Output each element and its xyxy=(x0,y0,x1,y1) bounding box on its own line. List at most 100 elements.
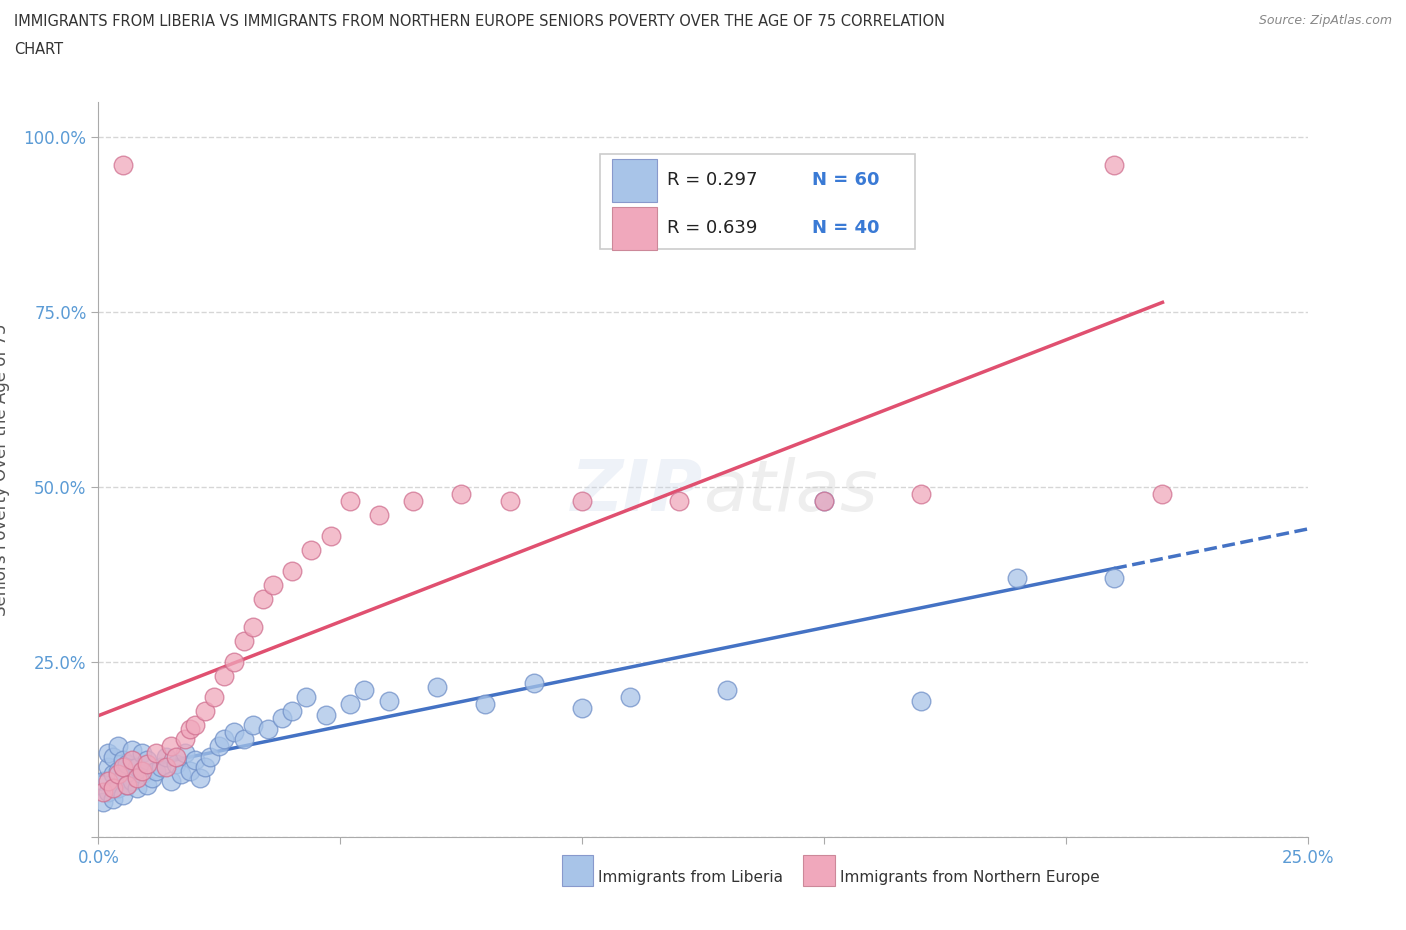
Point xyxy=(184,718,207,733)
Point xyxy=(222,724,245,739)
Point xyxy=(97,784,120,799)
Point xyxy=(910,486,932,501)
Point xyxy=(91,784,114,799)
Point xyxy=(1102,571,1125,586)
Point xyxy=(121,774,143,789)
Point xyxy=(145,746,167,761)
Text: R = 0.297: R = 0.297 xyxy=(666,171,758,190)
Point xyxy=(97,760,120,775)
Point xyxy=(127,770,149,785)
Point xyxy=(169,766,191,781)
Point xyxy=(619,690,641,705)
Point xyxy=(107,738,129,753)
Point xyxy=(232,633,254,648)
Point xyxy=(91,794,114,809)
Point xyxy=(256,721,278,736)
Point xyxy=(107,766,129,781)
Point xyxy=(198,749,221,764)
Point xyxy=(97,746,120,761)
Point xyxy=(121,742,143,757)
Point xyxy=(111,158,134,173)
Point xyxy=(111,752,134,767)
Point xyxy=(232,732,254,747)
Point xyxy=(813,494,835,509)
Text: Immigrants from Northern Europe: Immigrants from Northern Europe xyxy=(839,870,1099,885)
Point xyxy=(194,704,217,719)
Point xyxy=(184,752,207,767)
Point xyxy=(141,770,163,785)
Point xyxy=(242,619,264,634)
Point xyxy=(165,749,187,764)
Point xyxy=(368,508,391,523)
Text: IMMIGRANTS FROM LIBERIA VS IMMIGRANTS FROM NORTHERN EUROPE SENIORS POVERTY OVER : IMMIGRANTS FROM LIBERIA VS IMMIGRANTS FR… xyxy=(14,14,945,29)
Text: CHART: CHART xyxy=(14,42,63,57)
Point xyxy=(668,494,690,509)
Point xyxy=(127,780,149,795)
FancyBboxPatch shape xyxy=(613,206,657,250)
Text: Immigrants from Liberia: Immigrants from Liberia xyxy=(598,870,783,885)
Point xyxy=(498,494,520,509)
Point xyxy=(271,711,294,725)
Point xyxy=(339,494,361,509)
Text: Source: ZipAtlas.com: Source: ZipAtlas.com xyxy=(1258,14,1392,27)
Point xyxy=(107,780,129,795)
Point xyxy=(295,690,318,705)
Point xyxy=(319,528,342,543)
FancyBboxPatch shape xyxy=(613,159,657,202)
Point xyxy=(208,738,231,753)
Point xyxy=(160,738,183,753)
Point xyxy=(131,746,153,761)
Point xyxy=(377,693,399,708)
Point xyxy=(523,675,546,690)
Point xyxy=(91,774,114,789)
Point xyxy=(299,543,322,558)
Point xyxy=(1102,158,1125,173)
Point xyxy=(131,764,153,778)
Point xyxy=(315,707,337,722)
Point xyxy=(194,760,217,775)
Point xyxy=(222,655,245,670)
Point xyxy=(571,494,593,509)
Point xyxy=(1007,571,1029,586)
Point xyxy=(101,749,124,764)
FancyBboxPatch shape xyxy=(600,153,915,249)
Point xyxy=(135,756,157,771)
Point xyxy=(910,693,932,708)
Point xyxy=(402,494,425,509)
Point xyxy=(127,760,149,775)
Point xyxy=(101,791,124,806)
Point xyxy=(131,766,153,781)
Point xyxy=(474,697,496,711)
Point xyxy=(121,752,143,767)
Point xyxy=(426,679,449,694)
Point xyxy=(117,777,139,792)
Y-axis label: Seniors Poverty Over the Age of 75: Seniors Poverty Over the Age of 75 xyxy=(0,324,10,616)
Point xyxy=(179,721,201,736)
Point xyxy=(165,756,187,771)
Point xyxy=(1152,486,1174,501)
Point xyxy=(160,774,183,789)
Point xyxy=(155,760,177,775)
Point xyxy=(107,764,129,778)
FancyBboxPatch shape xyxy=(561,856,593,886)
Point xyxy=(813,494,835,509)
Point xyxy=(262,578,284,592)
Point xyxy=(174,732,197,747)
Point xyxy=(150,760,173,775)
Point xyxy=(135,752,157,767)
Text: ZIP: ZIP xyxy=(571,458,703,526)
Text: N = 40: N = 40 xyxy=(811,219,879,237)
Point xyxy=(117,756,139,771)
Point xyxy=(145,764,167,778)
Text: N = 60: N = 60 xyxy=(811,171,879,190)
Point xyxy=(204,690,226,705)
Point xyxy=(188,770,211,785)
Point xyxy=(174,746,197,761)
Point xyxy=(135,777,157,792)
Point xyxy=(212,669,235,684)
Point xyxy=(101,766,124,781)
Point xyxy=(281,564,304,578)
Point xyxy=(571,700,593,715)
Text: atlas: atlas xyxy=(703,458,877,526)
Point xyxy=(716,683,738,698)
